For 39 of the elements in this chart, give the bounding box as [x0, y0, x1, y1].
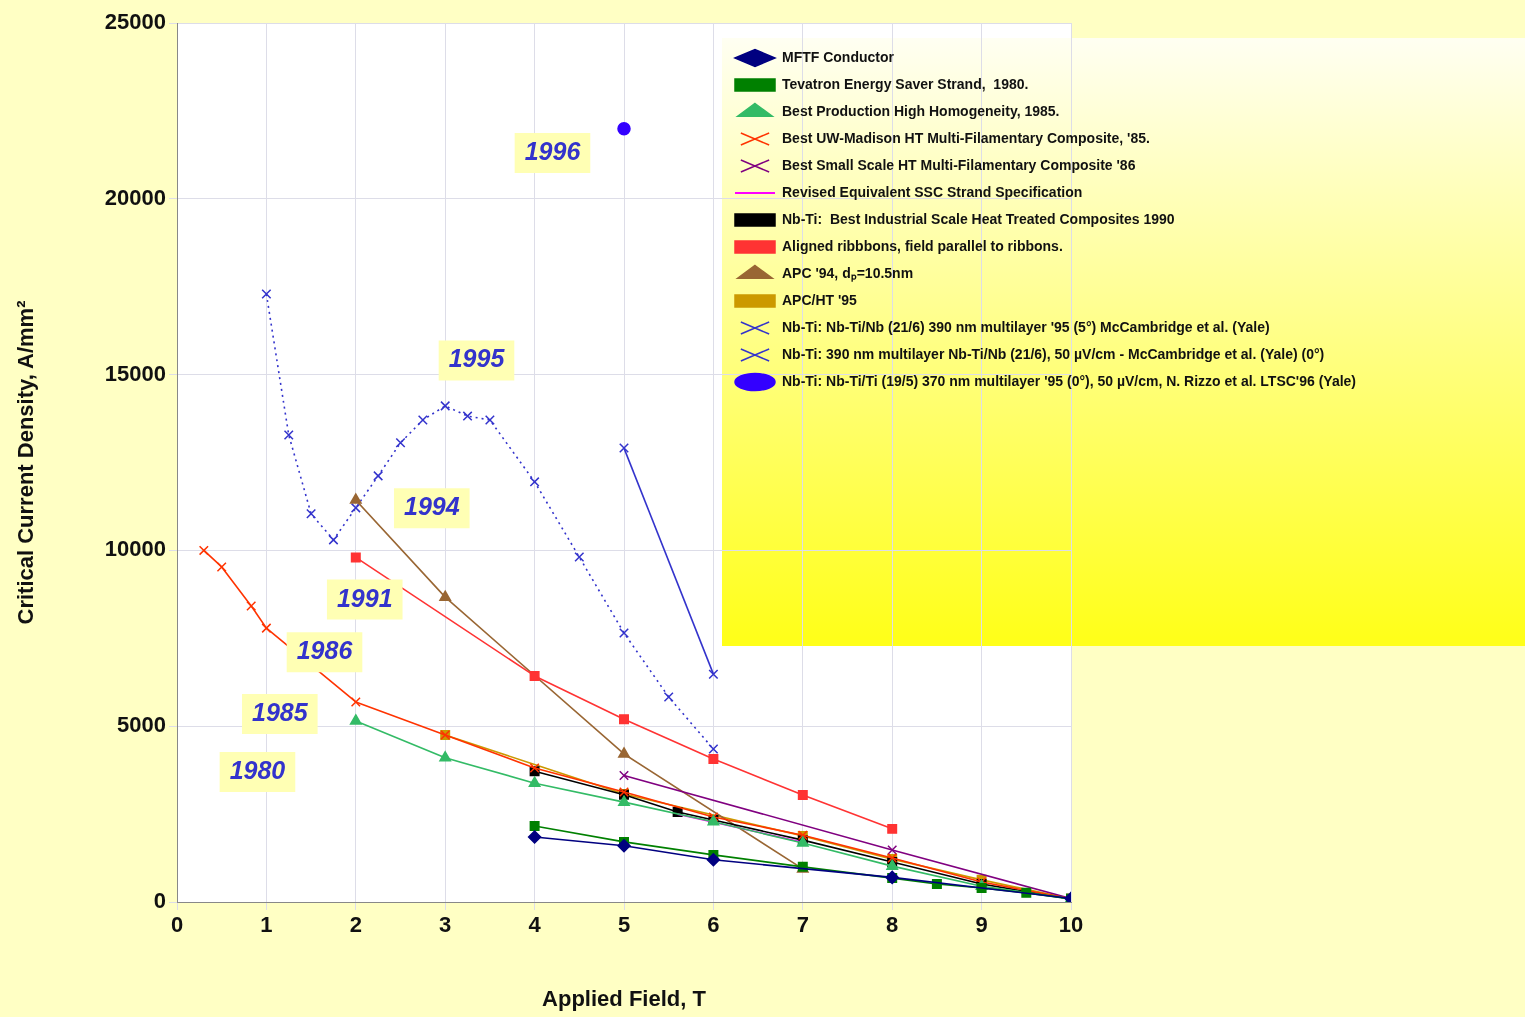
- legend-label: MFTF Conductor: [782, 48, 895, 65]
- x-tick-label: 1: [260, 912, 273, 938]
- y-tick-label: 15000: [104, 360, 166, 386]
- y-tick-label: 0: [153, 888, 166, 914]
- x-tick-label: 2: [349, 912, 362, 938]
- annotation: 1986: [296, 636, 354, 665]
- legend-label: Revised Equivalent SSC Strand Specification: [782, 183, 1083, 200]
- annotation: 1994: [403, 492, 460, 521]
- legend-label: Nb-Ti: Nb-Ti/Ti (19/5) 370 nm multilayer '95 (0°), 50 µV/cm, N. Rizzo et al. LTSC'96 (Yale): [782, 372, 1356, 389]
- x-tick-label: 10: [1058, 912, 1084, 938]
- x-tick-label: 3: [439, 912, 452, 938]
- legend-label: Best Production High Homogeneity, 1985.: [782, 102, 1060, 119]
- x-tick-label: 7: [796, 912, 809, 938]
- y-tick-label: 25000: [104, 9, 166, 35]
- x-tick-label: 6: [707, 912, 720, 938]
- y-tick-label: 20000: [104, 184, 166, 210]
- x-tick-label: 5: [617, 912, 631, 938]
- legend-label: Nb-Ti: Best Industrial Scale Heat Treated Composites 1990: [782, 210, 1175, 227]
- legend-label: Nb-Ti: 390 nm multilayer Nb-Ti/Nb (21/6), 50 µV/cm - McCambridge et al. (Yale) (0°): [782, 345, 1325, 362]
- legend-label: Nb-Ti: Nb-Ti/Nb (21/6) 390 nm multilayer '95 (5°) McCambridge et al. (Yale): [782, 318, 1270, 335]
- y-tick-label: 10000: [104, 536, 166, 562]
- x-tick-label: 9: [975, 912, 988, 938]
- x-axis-title: Applied Field, T: [542, 985, 707, 1011]
- legend-label: APC '94, dₚ=10.5nm: [782, 264, 914, 282]
- x-tick-label: 0: [170, 912, 184, 938]
- annotation: 1996: [524, 136, 582, 165]
- annotation: 1985: [252, 697, 309, 726]
- x-tick-label: 4: [528, 912, 542, 938]
- x-tick-label: 8: [886, 912, 899, 938]
- legend-label: Aligned ribbbons, field parallel to ribbons.: [782, 237, 1063, 254]
- y-axis-title: Critical Current Density, A/mm²: [13, 300, 39, 625]
- annotation: 1980: [229, 755, 286, 784]
- annotation: 1995: [448, 344, 506, 373]
- y-tick-label: 5000: [117, 712, 166, 738]
- legend-label: Best UW-Madison HT Multi-Filamentary Composite, '85.: [782, 129, 1150, 146]
- legend-label: Best Small Scale HT Multi-Filamentary Composite '86: [782, 156, 1136, 173]
- legend-label: APC/HT '95: [782, 291, 858, 308]
- annotation: 1991: [336, 583, 393, 612]
- legend-label: Tevatron Energy Saver Strand, 1980.: [782, 75, 1029, 92]
